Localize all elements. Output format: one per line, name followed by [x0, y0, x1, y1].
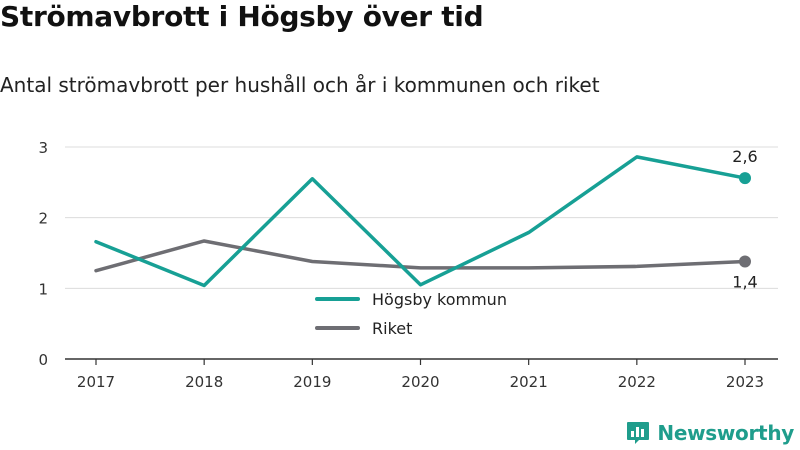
- legend-label: Högsby kommun: [372, 290, 507, 309]
- x-tick-label: 2020: [401, 373, 439, 391]
- legend-label: Riket: [372, 319, 412, 338]
- end-point: [739, 255, 751, 268]
- series-lines: [94, 155, 751, 288]
- y-axis-ticks: 0 1 2 3: [38, 139, 48, 369]
- end-point: [739, 172, 751, 185]
- x-tick-label: 2018: [185, 373, 223, 391]
- end-value-label: 1,4: [732, 272, 757, 291]
- gridlines: [65, 146, 778, 289]
- x-tick-label: 2019: [293, 373, 331, 391]
- y-tick-label: 2: [38, 210, 48, 228]
- legend: Högsby kommun Riket: [315, 290, 507, 338]
- x-tick-label: 2021: [510, 373, 548, 391]
- y-tick-label: 1: [38, 280, 48, 298]
- brand-logo: Newsworthy: [625, 420, 794, 446]
- chart-subtitle: Antal strömavbrott per hushåll och år i …: [0, 73, 600, 97]
- series-line: [94, 155, 747, 288]
- end-labels: 2,6 1,4: [732, 147, 757, 291]
- y-tick-label: 0: [38, 351, 48, 369]
- chart-title: Strömavbrott i Högsby över tid: [0, 0, 484, 33]
- x-tick-label: 2017: [77, 373, 115, 391]
- end-value-label: 2,6: [732, 147, 757, 166]
- x-tick-label: 2022: [618, 373, 656, 391]
- x-axis-ticks: 2017 2018 2019 2020 2021 2022 2023: [77, 359, 764, 391]
- x-tick-label: 2023: [726, 373, 764, 391]
- bar-chart-logo-icon: [627, 422, 650, 444]
- y-tick-label: 3: [38, 139, 48, 157]
- series-line: [94, 239, 747, 273]
- brand-name: Newsworthy: [657, 421, 794, 445]
